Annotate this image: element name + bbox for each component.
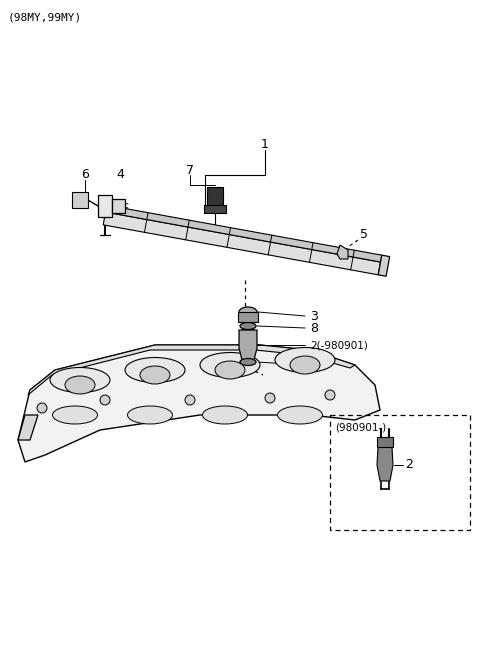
Circle shape [185,395,195,405]
Polygon shape [18,345,380,462]
Text: 2: 2 [405,458,413,472]
Ellipse shape [215,361,245,379]
Polygon shape [377,437,393,447]
Polygon shape [239,330,257,360]
Ellipse shape [239,307,257,317]
Polygon shape [378,255,390,276]
Ellipse shape [200,352,260,377]
Ellipse shape [240,358,256,365]
Ellipse shape [277,406,323,424]
Circle shape [37,403,47,413]
Ellipse shape [275,348,335,373]
Circle shape [325,390,335,400]
Ellipse shape [240,322,256,329]
Text: 1: 1 [261,138,269,151]
Circle shape [100,395,110,405]
Text: 7: 7 [186,164,194,176]
Text: (98MY,99MY): (98MY,99MY) [8,13,82,23]
Ellipse shape [140,366,170,384]
Polygon shape [337,245,348,259]
Ellipse shape [125,358,185,383]
Text: 3: 3 [310,310,318,322]
Polygon shape [106,205,382,262]
Ellipse shape [65,376,95,394]
Text: 2(-980901): 2(-980901) [310,340,368,350]
Bar [238,312,258,322]
Ellipse shape [52,406,97,424]
Bar [207,187,223,207]
Bar [72,192,88,208]
Ellipse shape [50,367,110,392]
Text: 8: 8 [310,322,318,335]
Ellipse shape [290,356,320,374]
Ellipse shape [203,406,248,424]
Text: 8: 8 [310,358,318,371]
Bar [204,205,226,213]
Polygon shape [98,195,112,217]
Ellipse shape [128,406,172,424]
Text: 4: 4 [116,168,124,181]
Polygon shape [377,447,393,481]
Polygon shape [112,199,125,213]
Polygon shape [28,345,355,395]
Polygon shape [103,212,381,275]
Polygon shape [18,415,38,440]
Text: (980901-): (980901-) [335,422,386,432]
Text: 6: 6 [81,168,89,181]
Circle shape [265,393,275,403]
Text: 5: 5 [360,229,368,242]
